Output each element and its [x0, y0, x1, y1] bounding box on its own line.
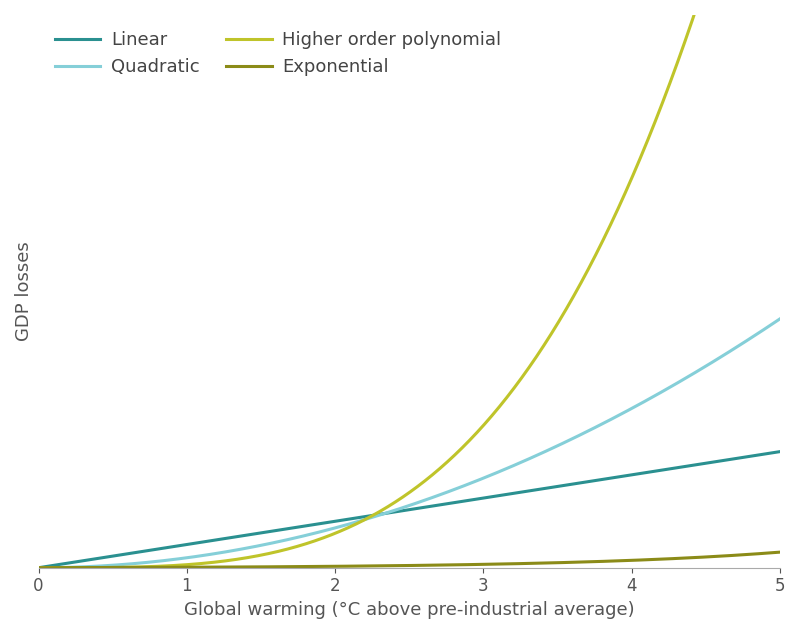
Exponential: [360, 562, 370, 570]
Legend: Linear, Quadratic, Higher order polynomial, Exponential: Linear, Quadratic, Higher order polynomi…: [47, 24, 509, 84]
Exponential: [612, 557, 622, 565]
Linear: [612, 474, 622, 481]
Higher order polynomial: [34, 564, 43, 571]
Exponential: [334, 562, 343, 570]
Y-axis label: GDP losses: GDP losses: [15, 242, 33, 341]
Higher order polynomial: [360, 515, 370, 523]
Quadratic: [542, 446, 552, 454]
Exponential: [110, 564, 119, 571]
Line: Quadratic: Quadratic: [38, 319, 780, 567]
Higher order polynomial: [625, 179, 634, 186]
X-axis label: Global warming (°C above pre-industrial average): Global warming (°C above pre-industrial …: [184, 601, 634, 619]
Line: Higher order polynomial: Higher order polynomial: [38, 0, 780, 567]
Linear: [334, 517, 343, 524]
Quadratic: [775, 315, 785, 323]
Quadratic: [360, 515, 370, 523]
Quadratic: [625, 406, 634, 413]
Quadratic: [110, 561, 119, 569]
Linear: [542, 484, 552, 492]
Exponential: [625, 557, 634, 564]
Linear: [360, 513, 370, 521]
Exponential: [542, 559, 552, 567]
Linear: [625, 471, 634, 479]
Higher order polynomial: [542, 336, 552, 344]
Linear: [775, 448, 785, 455]
Quadratic: [34, 564, 43, 571]
Higher order polynomial: [334, 528, 343, 536]
Exponential: [775, 548, 785, 556]
Exponential: [34, 564, 43, 571]
Linear: [110, 552, 119, 560]
Quadratic: [334, 523, 343, 531]
Higher order polynomial: [612, 208, 622, 216]
Linear: [34, 564, 43, 571]
Quadratic: [612, 413, 622, 420]
Line: Exponential: Exponential: [38, 552, 780, 567]
Line: Linear: Linear: [38, 451, 780, 567]
Higher order polynomial: [110, 564, 119, 571]
